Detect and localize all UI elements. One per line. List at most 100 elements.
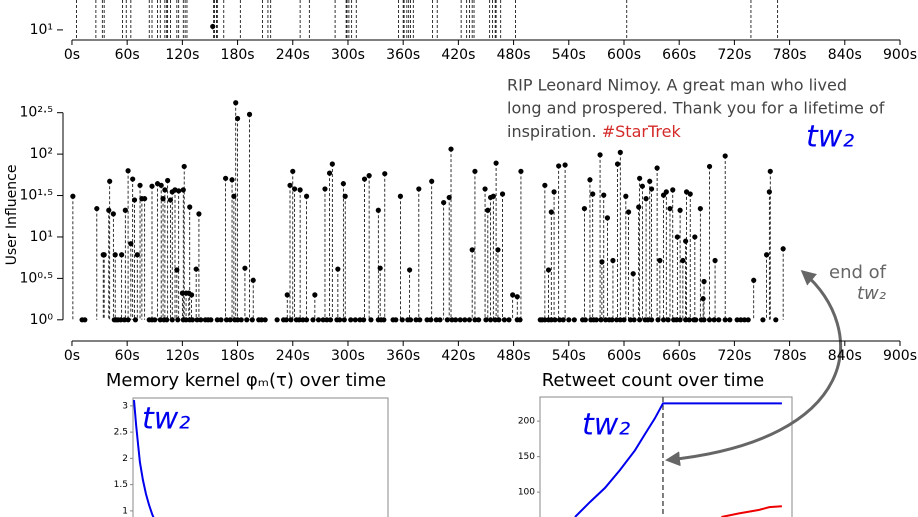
x-tick-label: 840s: [828, 47, 862, 63]
point: [545, 267, 552, 273]
point: [637, 175, 643, 181]
point: [303, 193, 310, 199]
point: [683, 317, 689, 323]
point: [493, 160, 499, 166]
point: [617, 149, 623, 155]
point: [604, 215, 611, 221]
point: [70, 193, 76, 199]
point: [424, 317, 430, 323]
point: [262, 317, 268, 323]
line: [574, 402, 782, 517]
y-tick-label: 1.5: [114, 480, 128, 490]
point: [630, 271, 636, 277]
inset-title: Memory kernel φₘ(τ) over time: [106, 370, 386, 391]
point: [767, 168, 773, 174]
inset-frame: [539, 396, 793, 517]
x-tick-label: 900s: [883, 47, 917, 63]
point: [598, 317, 604, 323]
point: [327, 317, 334, 323]
point: [357, 317, 363, 323]
x-tick-label: 660s: [662, 47, 696, 63]
point: [602, 317, 609, 323]
point: [466, 317, 473, 323]
point: [121, 317, 128, 323]
point: [482, 186, 488, 192]
point: [716, 317, 722, 323]
tweet-line: long and prospered. Thank you for a life…: [507, 99, 885, 118]
point: [352, 317, 358, 323]
point: [487, 317, 494, 323]
point: [382, 171, 388, 177]
point: [727, 317, 733, 323]
point: [326, 170, 333, 176]
point: [712, 257, 718, 264]
point: [556, 163, 562, 169]
point: [660, 317, 667, 323]
point: [444, 317, 450, 323]
point: [193, 266, 199, 272]
point: [375, 207, 381, 213]
point: [297, 187, 303, 193]
point: [180, 187, 186, 193]
point: [433, 317, 439, 323]
point: [673, 317, 680, 323]
end-note: end of: [829, 262, 887, 283]
x-tick-label: 600s: [607, 47, 641, 63]
y-tick-label: 200: [518, 417, 535, 427]
point: [176, 188, 182, 194]
point: [609, 317, 615, 323]
point: [227, 317, 233, 323]
x-tick-label: 120s: [165, 47, 199, 63]
point: [643, 196, 649, 202]
x-tick-label: 60s: [115, 348, 140, 364]
point: [623, 193, 629, 199]
point: [303, 317, 310, 323]
point: [645, 317, 651, 323]
tw2-label: tw₂: [142, 402, 190, 437]
point: [654, 165, 660, 171]
point: [234, 115, 241, 122]
x-tick-label: 240s: [276, 348, 310, 364]
y-tick-label: 10¹: [30, 229, 53, 245]
point: [566, 317, 572, 323]
point: [701, 317, 707, 323]
point: [142, 196, 148, 202]
point: [670, 187, 676, 193]
point: [599, 259, 605, 265]
y-tick-label: 10¹: [30, 22, 53, 38]
point: [174, 267, 180, 273]
point: [315, 317, 322, 323]
x-tick-label: 180s: [221, 47, 255, 63]
point: [552, 317, 558, 323]
x-tick-label: 300s: [331, 348, 365, 364]
point: [677, 207, 683, 213]
inset-title: Retweet count over time: [542, 370, 765, 391]
point: [342, 193, 348, 199]
point: [453, 317, 459, 323]
point: [416, 186, 422, 192]
point: [324, 317, 330, 323]
point: [287, 182, 293, 188]
point: [234, 317, 241, 323]
point: [137, 182, 143, 188]
point: [158, 182, 164, 188]
point: [187, 204, 193, 210]
point: [101, 252, 107, 258]
point: [208, 317, 214, 323]
point: [548, 209, 554, 215]
point: [218, 317, 224, 323]
x-tick-label: 300s: [331, 47, 365, 63]
point: [361, 176, 368, 182]
y-axis-label: User Influence: [4, 165, 20, 266]
point: [745, 317, 751, 323]
tw2-label: tw₂: [582, 408, 630, 443]
point: [483, 317, 489, 323]
point: [462, 317, 468, 323]
point: [210, 23, 216, 30]
y-tick-label: 150: [518, 452, 535, 462]
x-tick-label: 480s: [497, 47, 531, 63]
line: [133, 400, 155, 517]
point: [476, 317, 482, 323]
point: [472, 168, 478, 174]
